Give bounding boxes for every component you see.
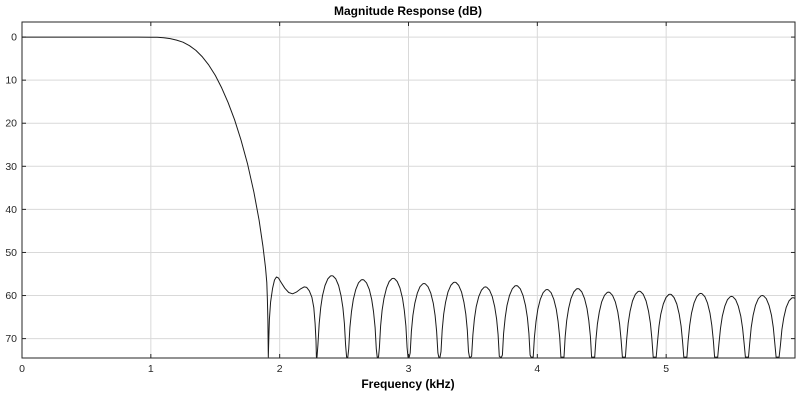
y-tick-label: 20 (5, 118, 17, 130)
x-tick-label: 5 (663, 363, 669, 375)
chart-title: Magnitude Response (dB) (333, 4, 483, 18)
y-tick-label: 0 (11, 32, 17, 44)
y-tick-label: 70 (5, 333, 17, 345)
x-tick-label: 1 (148, 363, 154, 375)
x-tick-label: 4 (534, 363, 540, 375)
y-tick-label: 30 (5, 161, 17, 173)
y-tick-label: 60 (5, 290, 17, 302)
y-tick-label: 10 (5, 75, 17, 87)
x-tick-label: 0 (19, 363, 25, 375)
y-tick-label: 40 (5, 204, 17, 216)
x-tick-label: 3 (406, 363, 412, 375)
x-tick-label: 2 (277, 363, 283, 375)
x-axis-label: Frequency (kHz) (361, 377, 455, 391)
response-curve (22, 36, 796, 358)
y-tick-label: 50 (5, 247, 17, 259)
